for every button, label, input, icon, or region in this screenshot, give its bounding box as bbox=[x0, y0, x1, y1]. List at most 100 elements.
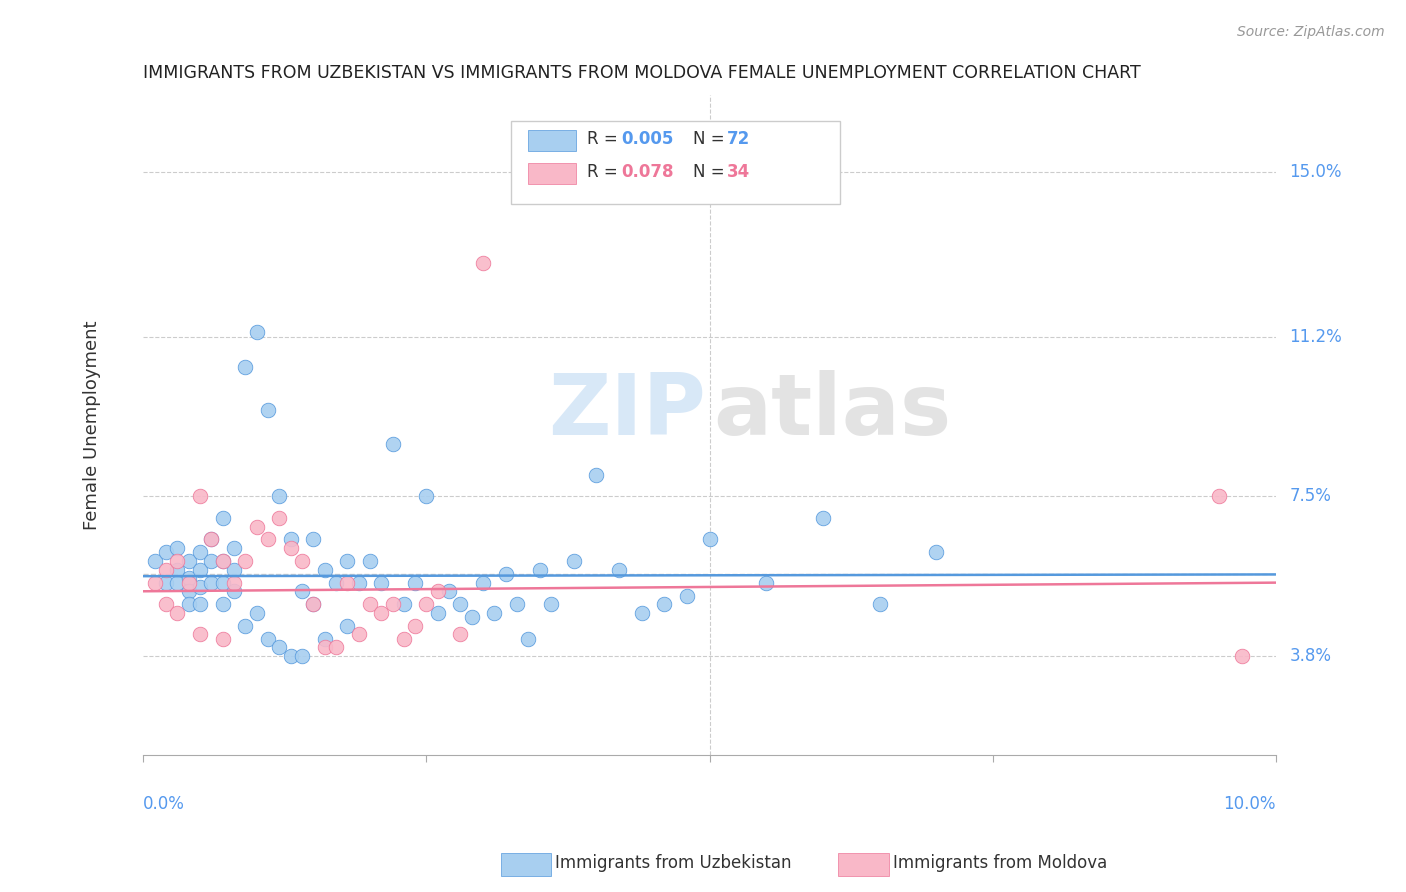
Point bbox=[359, 554, 381, 568]
Point bbox=[188, 580, 211, 594]
Text: 0.005: 0.005 bbox=[621, 130, 673, 148]
Point bbox=[370, 575, 392, 590]
Point bbox=[257, 632, 280, 646]
Point bbox=[188, 627, 211, 641]
Text: 34: 34 bbox=[727, 163, 749, 181]
Point bbox=[347, 627, 370, 641]
Point bbox=[302, 597, 325, 611]
Point bbox=[177, 597, 200, 611]
Text: 7.5%: 7.5% bbox=[1289, 487, 1331, 505]
Point bbox=[200, 533, 222, 547]
Point bbox=[246, 606, 269, 620]
Point bbox=[370, 606, 392, 620]
Point bbox=[211, 554, 233, 568]
Point bbox=[381, 437, 404, 451]
Point bbox=[155, 575, 177, 590]
Text: Immigrants from Uzbekistan: Immigrants from Uzbekistan bbox=[555, 855, 792, 872]
Point bbox=[211, 632, 233, 646]
Point bbox=[392, 597, 415, 611]
Point bbox=[347, 575, 370, 590]
Point bbox=[529, 563, 551, 577]
Point bbox=[461, 610, 484, 624]
Point bbox=[233, 619, 256, 633]
Point bbox=[811, 511, 834, 525]
Point bbox=[404, 575, 426, 590]
Point bbox=[630, 606, 652, 620]
Point bbox=[506, 597, 529, 611]
Text: N =: N = bbox=[693, 163, 730, 181]
Point bbox=[1208, 489, 1230, 503]
Point bbox=[291, 648, 314, 663]
Point bbox=[291, 584, 314, 599]
Point bbox=[166, 563, 188, 577]
Point bbox=[314, 563, 336, 577]
Text: 15.0%: 15.0% bbox=[1289, 163, 1343, 181]
Point bbox=[426, 606, 449, 620]
Point bbox=[269, 511, 291, 525]
Point bbox=[155, 597, 177, 611]
Text: Immigrants from Moldova: Immigrants from Moldova bbox=[893, 855, 1107, 872]
Point bbox=[925, 545, 948, 559]
Point bbox=[166, 575, 188, 590]
Text: N =: N = bbox=[693, 130, 730, 148]
Point bbox=[211, 554, 233, 568]
Point bbox=[166, 554, 188, 568]
Point bbox=[222, 541, 245, 555]
Text: R =: R = bbox=[588, 130, 623, 148]
Point bbox=[1230, 648, 1253, 663]
Text: 72: 72 bbox=[727, 130, 749, 148]
Point bbox=[280, 648, 302, 663]
Point bbox=[654, 597, 676, 611]
Text: 0.078: 0.078 bbox=[621, 163, 673, 181]
Point bbox=[211, 597, 233, 611]
Point bbox=[200, 554, 222, 568]
Point bbox=[143, 554, 166, 568]
Point bbox=[280, 533, 302, 547]
Point bbox=[188, 489, 211, 503]
Point bbox=[302, 533, 325, 547]
Text: 11.2%: 11.2% bbox=[1289, 327, 1343, 345]
Point bbox=[188, 563, 211, 577]
Point bbox=[302, 597, 325, 611]
Point bbox=[336, 619, 359, 633]
Point bbox=[404, 619, 426, 633]
FancyBboxPatch shape bbox=[512, 121, 839, 203]
Point bbox=[325, 575, 347, 590]
Point bbox=[222, 563, 245, 577]
Text: 3.8%: 3.8% bbox=[1289, 647, 1331, 665]
Point bbox=[336, 575, 359, 590]
Point bbox=[314, 632, 336, 646]
Point bbox=[246, 325, 269, 339]
Point bbox=[269, 640, 291, 655]
Point bbox=[325, 640, 347, 655]
Point bbox=[472, 256, 495, 270]
FancyBboxPatch shape bbox=[529, 129, 576, 151]
Point bbox=[755, 575, 778, 590]
Point bbox=[222, 584, 245, 599]
Point bbox=[415, 489, 437, 503]
Text: ZIP: ZIP bbox=[548, 370, 706, 453]
Point bbox=[869, 597, 891, 611]
Point bbox=[585, 467, 607, 482]
Text: 10.0%: 10.0% bbox=[1223, 795, 1277, 813]
Point bbox=[540, 597, 562, 611]
Point bbox=[166, 541, 188, 555]
Point bbox=[155, 545, 177, 559]
Point bbox=[155, 563, 177, 577]
Point bbox=[314, 640, 336, 655]
Point bbox=[200, 533, 222, 547]
Point bbox=[426, 584, 449, 599]
Point bbox=[484, 606, 506, 620]
Text: IMMIGRANTS FROM UZBEKISTAN VS IMMIGRANTS FROM MOLDOVA FEMALE UNEMPLOYMENT CORREL: IMMIGRANTS FROM UZBEKISTAN VS IMMIGRANTS… bbox=[143, 64, 1142, 82]
Point bbox=[381, 597, 404, 611]
Point bbox=[211, 575, 233, 590]
Point bbox=[200, 575, 222, 590]
Point bbox=[392, 632, 415, 646]
Text: Female Unemployment: Female Unemployment bbox=[83, 320, 101, 530]
Point bbox=[495, 567, 517, 582]
Point bbox=[166, 606, 188, 620]
Point bbox=[291, 554, 314, 568]
Point bbox=[257, 403, 280, 417]
FancyBboxPatch shape bbox=[529, 162, 576, 184]
Point bbox=[188, 545, 211, 559]
